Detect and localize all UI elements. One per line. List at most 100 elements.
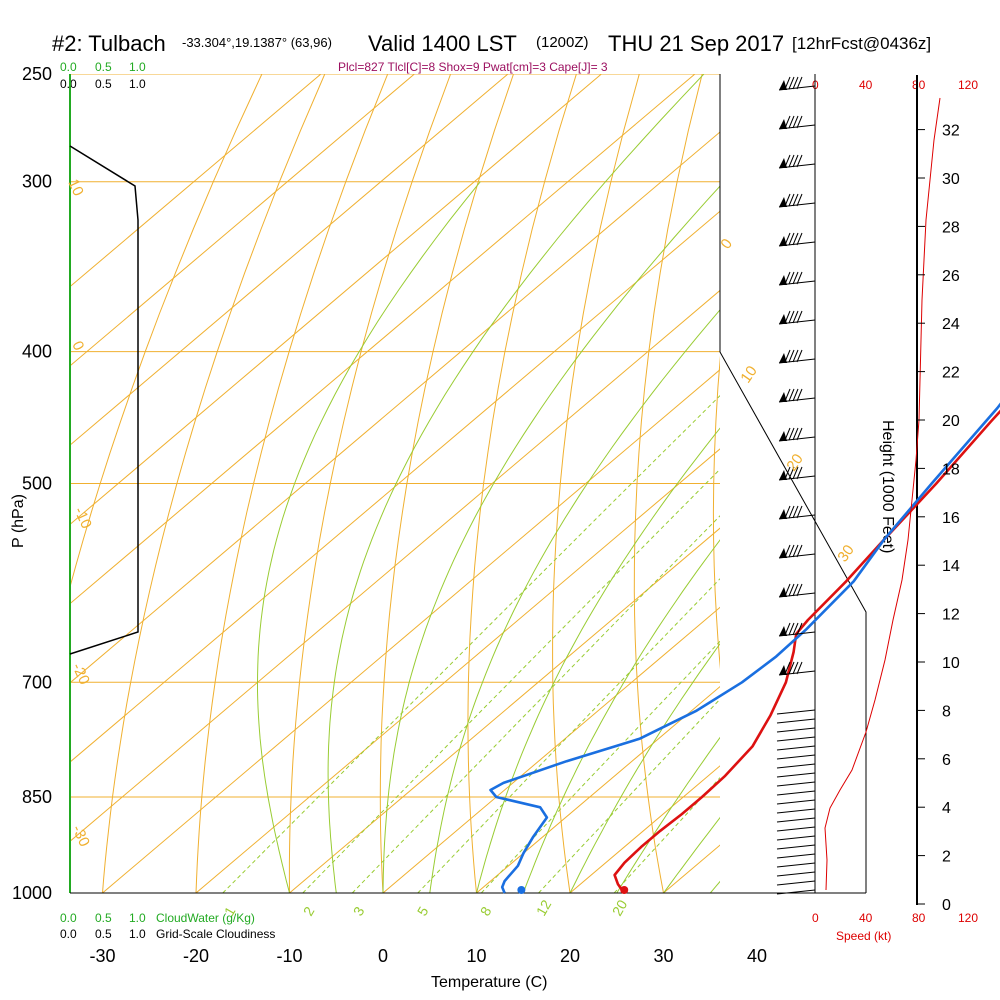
isotherm-line [476, 685, 720, 893]
wind-barb [778, 505, 816, 520]
isotherm-line [70, 210, 720, 763]
height-tick-label-4: 4 [942, 800, 951, 817]
dry-adiabat [937, 74, 1000, 893]
isotherm-line [70, 74, 696, 605]
moist-adiabat [616, 736, 720, 893]
upper-profile-edge [719, 74, 867, 893]
moist-adiabat [429, 309, 720, 893]
moist-adiabat [382, 185, 720, 893]
dry-adiabat [633, 74, 703, 893]
isotherm-line [70, 74, 602, 526]
wind-barb [776, 880, 816, 886]
wind-barb [776, 763, 816, 769]
chart-grid [69, 74, 1000, 905]
wind-barb [776, 709, 816, 715]
speed-bottom-label-3: 120 [958, 911, 978, 925]
mixing-ratio-line [417, 578, 720, 893]
pressure-tick-label-500: 500 [22, 474, 52, 494]
temperature-tick-label-3: 0 [378, 946, 388, 966]
wind-barb [778, 310, 816, 325]
speed-top-label-1: 40 [859, 78, 873, 92]
cloudwater-top-label-1: 0.5 [95, 60, 112, 74]
temperature-tick-label-5: 20 [560, 946, 580, 966]
height-tick-label-8: 8 [942, 703, 951, 720]
moist-adiabat [327, 74, 705, 893]
wind-barb [778, 271, 816, 286]
height-tick-label-18: 18 [942, 461, 960, 478]
dry-adiabat [102, 74, 326, 893]
isotherm-line [70, 289, 720, 842]
wind-barb [778, 76, 816, 91]
dry-adiabat [70, 74, 263, 589]
wind-barb [776, 808, 816, 814]
wind-barb [778, 583, 816, 598]
wind-barb [776, 754, 816, 760]
cloudiness-bottom-label-0: 0.0 [60, 927, 77, 941]
temperature-tick-label-6: 30 [653, 946, 673, 966]
height-tick-label-16: 16 [942, 510, 960, 527]
cloudiness-top-label-0: 0.0 [60, 77, 77, 91]
speed-top-label-3: 120 [958, 78, 978, 92]
wind-barb [778, 232, 816, 247]
moist-adiabat [569, 642, 720, 893]
height-tick-label-26: 26 [942, 268, 960, 285]
speed-bottom-label-2: 80 [912, 911, 926, 925]
pressure-tick-label-250: 250 [22, 64, 52, 84]
moist-adiabat [257, 181, 481, 893]
wind-barb [776, 871, 816, 877]
cloudiness-bottom-label-1: 0.5 [95, 927, 112, 941]
wind-barb [776, 889, 816, 895]
wind-barb [776, 799, 816, 805]
wind-barb [778, 193, 816, 208]
dewpoint-profile [489, 402, 1000, 894]
mixing-ratio-line [222, 394, 720, 893]
pressure-tick-label-300: 300 [22, 172, 52, 192]
isotherm-line [851, 74, 1000, 893]
height-tick-label-22: 22 [942, 365, 960, 382]
cloudiness-bottom-label-2: 1.0 [129, 927, 146, 941]
wind-barb [776, 790, 816, 796]
isotherm-line [102, 369, 720, 893]
station-name: #2: Tulbach [52, 31, 166, 56]
temperature-tick-label-2: -10 [276, 946, 302, 966]
surface-dewpoint-dot [517, 886, 526, 894]
temperature-tick-label-4: 10 [466, 946, 486, 966]
height-tick-label-6: 6 [942, 752, 951, 769]
cloudwater-top-label-2: 1.0 [129, 60, 146, 74]
cloudiness-axis-label: Grid-Scale Cloudiness [156, 927, 275, 941]
pressure-tick-label-400: 400 [22, 342, 52, 362]
height-tick-label-24: 24 [942, 316, 960, 333]
isotherm-line [70, 74, 509, 446]
wind-barb [776, 772, 816, 778]
wind-barb [776, 835, 816, 841]
cloud-scale-bottom: 0.0 0.5 1.0 CloudWater (g/Kg) 0.0 0.5 1.… [60, 911, 275, 941]
chart-side-panels [69, 76, 941, 895]
wind-barb [778, 544, 816, 559]
moist-adiabat [709, 880, 720, 893]
cloudiness-top-label-1: 0.5 [95, 77, 112, 91]
speed-scale: 0 40 80 120 0 40 80 120 Speed (kt) [812, 78, 978, 943]
cloudiness-profile [69, 145, 139, 655]
height-tick-label-2: 2 [942, 849, 951, 866]
wind-barb [776, 718, 816, 724]
y-axis-title: P (hPa) [10, 494, 27, 548]
chart-profiles [489, 402, 1000, 894]
temperature-tick-label-7: 40 [747, 946, 767, 966]
isotherm-line [944, 74, 1000, 893]
speed-axis-label: Speed (kt) [836, 929, 891, 943]
wind-barb [778, 154, 816, 169]
mixing-ratio-label-5: 5 [414, 904, 432, 919]
height-tick-label-10: 10 [942, 655, 960, 672]
wind-barb [778, 388, 816, 403]
pressure-tick-label-850: 850 [22, 787, 52, 807]
height-tick-label-30: 30 [942, 171, 960, 188]
wind-barb [776, 727, 816, 733]
wind-barb [778, 622, 816, 637]
mixing-ratio-line [613, 776, 720, 893]
height-tick-label-28: 28 [942, 219, 960, 236]
mixing-ratio-label-2: 2 [300, 904, 318, 919]
diagnostics-line: Plcl=827 Tlcl[C]=8 Shox=9 Pwat[cm]=3 Cap… [338, 60, 608, 74]
surface-temperature-dot [620, 886, 629, 894]
wind-barb [776, 736, 816, 742]
